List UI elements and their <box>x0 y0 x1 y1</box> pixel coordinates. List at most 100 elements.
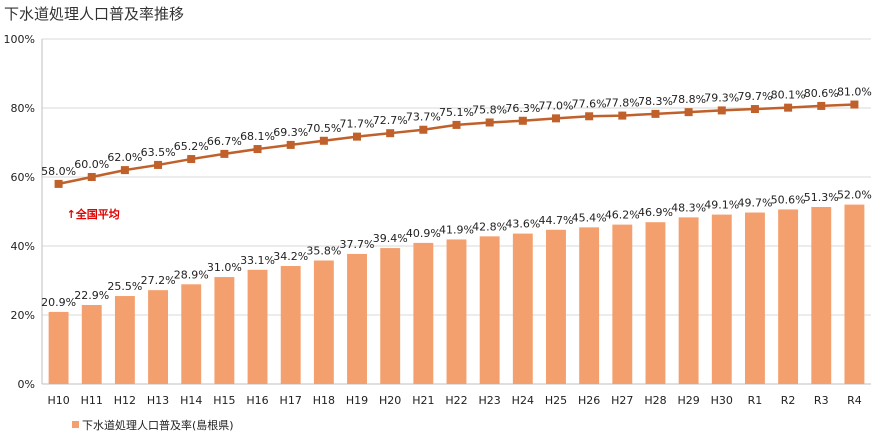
bar <box>380 248 401 384</box>
line-value-label: 69.3% <box>273 126 308 139</box>
line-marker <box>551 114 560 123</box>
bar-value-label: 44.7% <box>539 214 574 227</box>
line-value-label: 75.8% <box>472 103 507 116</box>
y-tick-label: 60% <box>11 171 35 184</box>
line-marker <box>817 101 826 110</box>
bar <box>579 227 600 384</box>
bar-value-label: 45.4% <box>572 211 607 224</box>
bar-value-label: 43.6% <box>505 218 540 231</box>
x-tick-label: H17 <box>280 394 302 407</box>
line-marker <box>353 132 362 141</box>
line-value-label: 77.6% <box>572 97 607 110</box>
x-tick-label: H16 <box>246 394 268 407</box>
x-tick-label: H27 <box>611 394 633 407</box>
line-marker <box>120 166 129 175</box>
line-value-label: 80.6% <box>804 87 839 100</box>
x-tick-label: H19 <box>346 394 368 407</box>
bar <box>181 284 202 384</box>
x-tick-label: H30 <box>711 394 733 407</box>
x-tick-label: H14 <box>180 394 202 407</box>
line-marker <box>618 111 627 120</box>
bar <box>446 239 467 384</box>
line-marker <box>452 120 461 129</box>
y-tick-label: 0% <box>18 378 35 391</box>
y-axis-ticks: 0% 20% 40% 60% 80% 100% <box>4 33 35 391</box>
bar <box>81 304 102 384</box>
bar-value-label: 25.5% <box>107 280 142 293</box>
x-tick-label: H24 <box>512 394 534 407</box>
line-marker <box>187 155 196 164</box>
line-marker <box>585 112 594 121</box>
bar <box>247 269 268 384</box>
bar-value-label: 42.8% <box>472 220 507 233</box>
line-marker <box>850 100 859 109</box>
y-tick-label: 100% <box>4 33 35 46</box>
line-value-label: 70.5% <box>306 122 341 135</box>
bar-value-label: 46.2% <box>605 209 640 222</box>
bar-value-label: 31.0% <box>207 261 242 274</box>
x-tick-label: H13 <box>147 394 169 407</box>
line-value-label: 66.7% <box>207 135 242 148</box>
bar <box>844 204 865 384</box>
line-marker <box>717 106 726 115</box>
bar <box>612 224 633 384</box>
line-marker <box>784 103 793 112</box>
bar <box>479 236 500 384</box>
y-tick-label: 20% <box>11 309 35 322</box>
bar-value-label: 39.4% <box>373 232 408 245</box>
legend: 下水道処理人口普及率(島根県) <box>72 418 234 432</box>
line-series <box>54 100 859 188</box>
bar <box>512 233 533 384</box>
bar-value-label: 22.9% <box>74 289 109 302</box>
bar <box>811 207 832 384</box>
x-tick-label: H29 <box>677 394 699 407</box>
bar-value-label: 35.8% <box>306 244 341 257</box>
line-value-label: 68.1% <box>240 130 275 143</box>
x-tick-label: H15 <box>213 394 235 407</box>
line-value-label: 71.7% <box>340 118 375 131</box>
bar <box>280 266 301 384</box>
bar-value-label: 49.7% <box>737 197 772 210</box>
line-value-label: 79.7% <box>737 90 772 103</box>
x-tick-label: H12 <box>114 394 136 407</box>
bar-value-label: 50.6% <box>771 193 806 206</box>
y-tick-label: 40% <box>11 240 35 253</box>
line-value-label: 79.3% <box>704 91 739 104</box>
line-marker <box>651 109 660 118</box>
line-marker <box>319 136 328 145</box>
line-marker <box>220 149 229 158</box>
line-value-label: 73.7% <box>406 111 441 124</box>
x-tick-label: R4 <box>847 394 862 407</box>
bar <box>148 290 169 384</box>
bar-value-label: 20.9% <box>41 296 76 309</box>
line-value-label: 78.3% <box>638 95 673 108</box>
bar-value-label: 48.3% <box>671 201 706 214</box>
bar <box>413 242 434 384</box>
legend-swatch <box>72 421 79 428</box>
bar <box>546 229 566 384</box>
bar-value-label: 34.2% <box>273 250 308 263</box>
line-value-label: 75.1% <box>439 106 474 119</box>
line-value-label: 72.7% <box>373 114 408 127</box>
bar-value-label: 37.7% <box>340 238 375 251</box>
line-value-label: 76.3% <box>505 102 540 115</box>
bar-value-label: 51.3% <box>804 191 839 204</box>
bar-data-labels: 20.9%22.9%25.5%27.2%28.9%31.0%33.1%34.2%… <box>41 189 872 309</box>
bar-series <box>48 204 865 384</box>
x-tick-label: R3 <box>814 394 829 407</box>
bar <box>114 296 135 384</box>
line-marker <box>684 108 693 117</box>
line-value-label: 60.0% <box>74 158 109 171</box>
x-axis-ticks: H10 H11 H12 H13 H14 H15 H16 H17 H18 H19 H20 H21 H22 H… <box>47 394 861 407</box>
x-tick-label: H26 <box>578 394 600 407</box>
bar <box>744 212 765 384</box>
line-value-label: 77.0% <box>539 99 574 112</box>
x-tick-label: R1 <box>748 394 763 407</box>
line-value-label: 81.0% <box>837 86 872 99</box>
bar-value-label: 49.1% <box>704 199 739 212</box>
line-data-labels: 58.0%60.0%62.0%63.5%65.2%66.7%68.1%69.3%… <box>41 86 872 178</box>
bar <box>645 222 666 384</box>
line-marker <box>286 140 295 149</box>
x-tick-label: H20 <box>379 394 401 407</box>
